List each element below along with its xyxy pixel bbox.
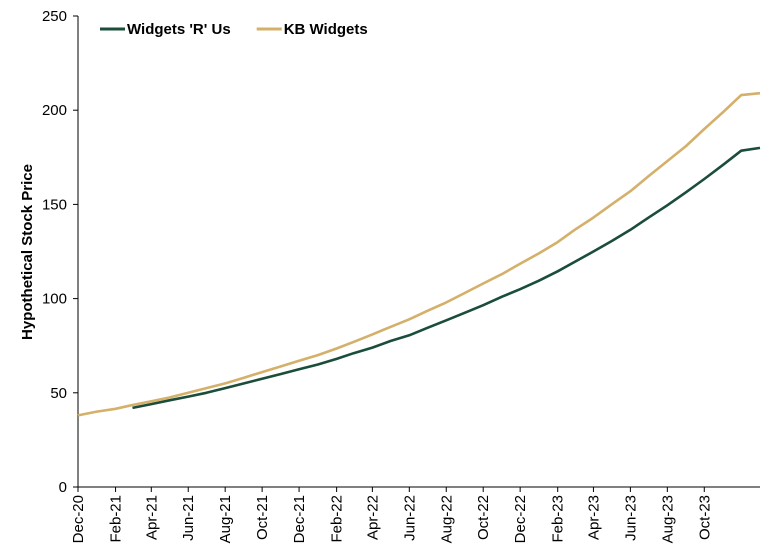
legend-label-1: KB Widgets: [284, 21, 368, 38]
y-axis-title: Hypothetical Stock Price: [19, 164, 36, 340]
series-layer: [77, 91, 761, 417]
y-tick-label: 250: [42, 8, 67, 25]
x-tick-label: Feb-23: [550, 495, 567, 543]
x-tick-label: Feb-21: [108, 495, 125, 543]
x-tick-label: Dec-20: [70, 495, 87, 543]
x-tick-label: Jun-22: [401, 495, 418, 541]
x-tick-label: Oct-22: [475, 495, 492, 540]
x-tick-label: Feb-22: [329, 495, 346, 543]
x-tick-label: Oct-21: [254, 495, 271, 540]
legend-label-0: Widgets 'R' Us: [127, 21, 231, 38]
x-tick-label: Aug-21: [217, 495, 234, 543]
x-tick-label: Jun-21: [180, 495, 197, 541]
series-line-1: [77, 91, 761, 417]
y-tick-label: 0: [59, 479, 67, 496]
y-tick-label: 50: [50, 385, 67, 402]
x-tick-label: Apr-23: [585, 495, 602, 540]
y-axis: 0 50 100 150 200 250: [42, 8, 79, 496]
y-tick-label: 200: [42, 102, 67, 119]
x-tick-label: Apr-21: [143, 495, 160, 540]
x-tick-label: Aug-23: [659, 495, 676, 543]
x-axis: Dec-20 Feb-21 Apr-21 Jun-21 Aug-21 Oct-21 Dec-…: [70, 486, 760, 543]
x-tick-label: Dec-21: [291, 495, 308, 543]
series-line-0: [132, 146, 761, 410]
y-tick-label: 100: [42, 291, 67, 308]
x-tick-label: Oct-23: [696, 495, 713, 540]
x-tick-label: Apr-22: [364, 495, 381, 540]
x-tick-label: Dec-22: [512, 495, 529, 543]
y-tick-label: 150: [42, 196, 67, 213]
x-tick-label: Jun-23: [622, 495, 639, 541]
legend: Widgets 'R' Us KB Widgets: [100, 21, 368, 38]
x-tick-label: Aug-22: [438, 495, 455, 543]
